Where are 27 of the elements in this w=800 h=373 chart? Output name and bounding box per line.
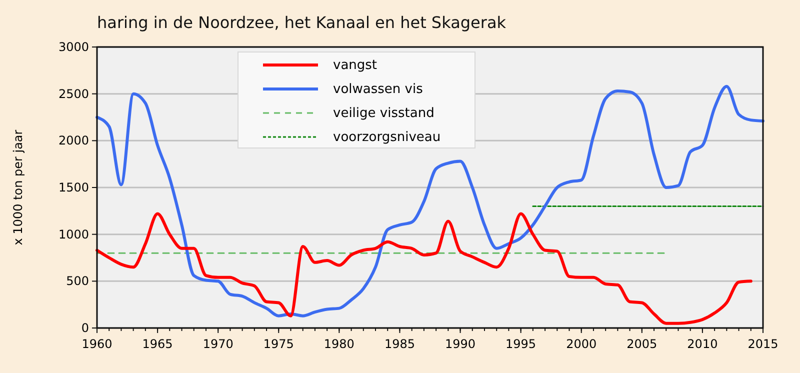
x-tick-label: 1985 xyxy=(384,337,415,351)
chart-title: haring in de Noordzee, het Kanaal en het Skagerak xyxy=(97,13,507,32)
y-axis-title: x 1000 ton per jaar xyxy=(11,130,25,246)
line-series xyxy=(96,84,764,318)
x-tick-label: 1980 xyxy=(324,337,354,351)
x-tick-label: 2010 xyxy=(687,337,718,351)
legend-label: vangst xyxy=(333,58,378,73)
y-tick-label: 2500 xyxy=(58,86,89,101)
y-tick-label: 1000 xyxy=(58,227,89,242)
legend-label: volwassen vis xyxy=(333,82,424,97)
x-tick-label: 2015 xyxy=(748,337,778,351)
y-tick-label: 3000 xyxy=(58,40,89,54)
x-tick-label: 1960 xyxy=(82,337,112,351)
x-tick-label: 1990 xyxy=(445,337,476,351)
x-tick-label: 1975 xyxy=(263,337,294,351)
x-tick-label: 1965 xyxy=(142,337,173,351)
x-tick-label: 1995 xyxy=(506,337,536,351)
y-tick-label: 500 xyxy=(66,274,89,288)
line-series xyxy=(96,212,752,325)
legend-label: veilige visstand xyxy=(333,106,434,121)
legend-label: voorzorgsniveau xyxy=(333,130,441,145)
y-tick-label: 0 xyxy=(81,321,89,335)
x-tick-label: 2000 xyxy=(566,337,597,351)
x-tick-label: 2005 xyxy=(626,337,658,351)
y-tick-label: 2000 xyxy=(58,134,89,148)
y-tick-label: 1500 xyxy=(58,180,89,194)
x-tick-label: 1970 xyxy=(202,337,234,351)
